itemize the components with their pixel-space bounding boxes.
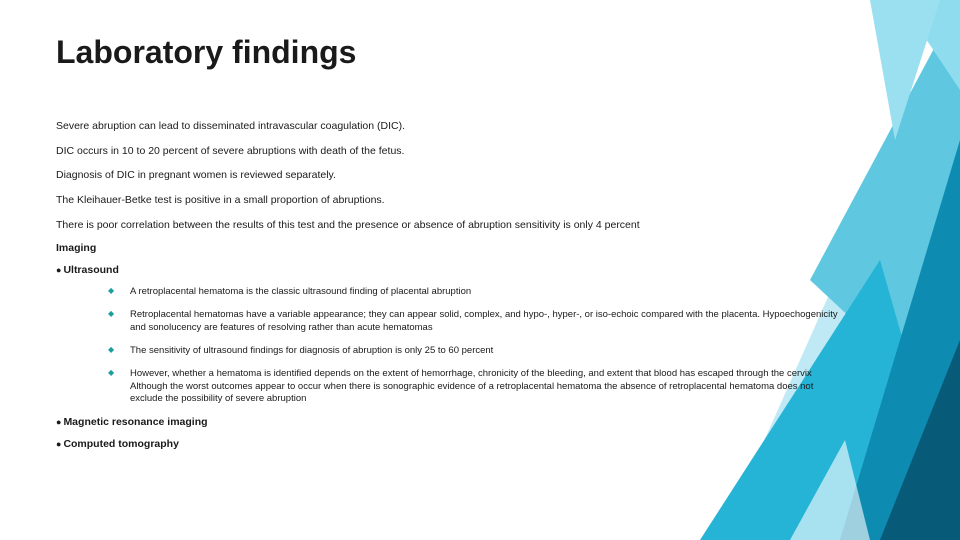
imaging-heading: Imaging: [56, 242, 846, 254]
slide: Laboratory findings Severe abruption can…: [0, 0, 960, 540]
paragraph: DIC occurs in 10 to 20 percent of severe…: [56, 144, 846, 159]
content-area: Laboratory findings Severe abruption can…: [56, 34, 846, 460]
ct-heading: Computed tomography: [56, 438, 846, 450]
slide-title: Laboratory findings: [56, 34, 846, 71]
list-item: However, whether a hematoma is identifie…: [108, 368, 846, 406]
list-item: The sensitivity of ultrasound findings f…: [108, 345, 846, 358]
paragraph: There is poor correlation between the re…: [56, 218, 846, 233]
ultrasound-list: A retroplacental hematoma is the classic…: [56, 286, 846, 406]
paragraph: Diagnosis of DIC in pregnant women is re…: [56, 168, 846, 183]
paragraph: The Kleihauer-Betke test is positive in …: [56, 193, 846, 208]
ultrasound-heading: Ultrasound: [56, 264, 846, 276]
paragraph: Severe abruption can lead to disseminate…: [56, 119, 846, 134]
mri-heading: Magnetic resonance imaging: [56, 416, 846, 428]
list-item: Retroplacental hematomas have a variable…: [108, 309, 846, 335]
list-item: A retroplacental hematoma is the classic…: [108, 286, 846, 299]
